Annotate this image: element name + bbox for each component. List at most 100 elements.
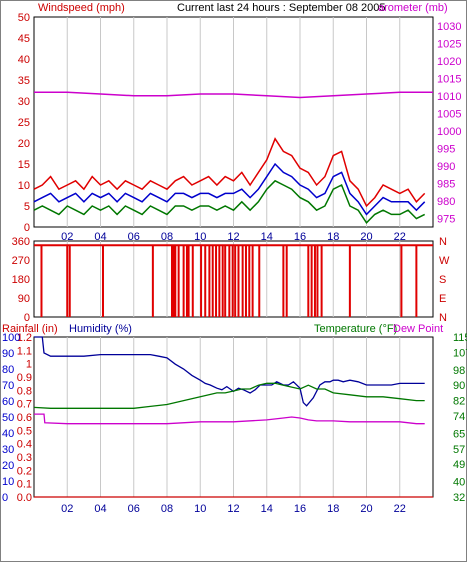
humidity-tick-label: 50 [2,412,14,424]
x-tick-label: 14 [261,231,273,243]
temp-tick-label: 57 [453,444,465,456]
x-tick-label: 14 [261,503,273,515]
y-tick-label: 15 [18,159,30,171]
rain-tick-label: 1.1 [17,345,32,357]
x-tick-label: 06 [128,231,140,243]
series-low [33,179,426,224]
rain-tick-label: 0.1 [17,479,32,491]
y-tick-label: 30 [18,96,30,108]
x-tick-label: 08 [161,231,173,243]
rain-tick-label: 0.2 [17,465,32,477]
y2-tick-label: 975 [437,213,455,225]
rainfall-title: Rainfall (in) [2,323,58,335]
compass-label: S [439,274,446,286]
temp-tick-label: 107 [453,347,467,359]
y2-tick-label: 1025 [437,38,461,50]
temp-tick-label: 32 [453,492,465,504]
y-tick-label: 10 [18,180,30,192]
rain-tick-label: 0.7 [17,399,32,411]
y2-tick-label: 1000 [437,126,461,138]
humidity-tick-label: 40 [2,428,14,440]
temp-tick-label: 115 [453,332,467,344]
dewpoint-title: Dew Point [393,323,443,335]
x-tick-label: 16 [294,231,306,243]
y-tick-label: 90 [18,293,30,305]
rain-tick-label: 0.6 [17,412,32,424]
series-avg [33,162,426,216]
y2-tick-label: 995 [437,143,455,155]
temp-tick-label: 82 [453,396,465,408]
temperature-title: Temperature (°F) [314,323,397,335]
y2-tick-label: 985 [437,178,455,190]
temp-tick-label: 49 [453,459,465,471]
y-tick-label: 180 [12,274,30,286]
rain-tick-label: 0.0 [17,492,32,504]
humidity-tick-label: 70 [2,380,14,392]
barometer-title: arometer (mb) [378,2,448,14]
rain-humidity-temp-panel: 02 04 06 08 10 12 14 16 18 20 220.00.10.20.30.40.5… [2,332,467,515]
temp-tick-label: 40 [453,477,465,489]
y2-tick-label: 1015 [437,73,461,85]
y2-tick-label: 990 [437,161,455,173]
humidity-tick-label: 0 [2,492,8,504]
y-tick-label: 0 [24,312,30,324]
chart-title: Current last 24 hours : September 08 200… [177,2,386,14]
x-tick-label: 22 [394,503,406,515]
series-dewpoint [34,413,425,425]
compass-label: W [439,255,450,267]
humidity-tick-label: 20 [2,460,14,472]
x-tick-label: 04 [94,231,106,243]
temp-tick-label: 65 [453,428,465,440]
x-tick-label: 18 [327,231,339,243]
y2-tick-label: 1030 [437,21,461,33]
x-tick-label: 12 [227,231,239,243]
y-tick-label: 0 [24,222,30,234]
humidity-tick-label: 10 [2,476,14,488]
series-gust [33,137,426,208]
y-tick-label: 35 [18,75,30,87]
y2-tick-label: 1010 [437,91,461,103]
wind-direction-panel: 0 N 90 E 180 S 270 W 360 N [12,236,450,324]
x-tick-label: 10 [194,231,206,243]
x-tick-label: 16 [294,503,306,515]
y-tick-label: 45 [18,33,30,45]
x-tick-label: 18 [327,503,339,515]
humidity-tick-label: 30 [2,444,14,456]
temp-tick-label: 90 [453,380,465,392]
humidity-tick-label: 100 [2,332,20,344]
x-tick-label: 06 [128,503,140,515]
x-tick-label: 08 [161,503,173,515]
y-tick-label: 20 [18,138,30,150]
humidity-tick-label: 80 [2,364,14,376]
y2-tick-label: 1005 [437,108,461,120]
x-tick-label: 02 [61,231,73,243]
rain-tick-label: 0.3 [17,452,32,464]
y-tick-label: 5 [24,201,30,213]
temp-tick-label: 74 [453,411,465,423]
humidity-title: Humidity (%) [69,323,132,335]
compass-label: N [439,236,447,248]
humidity-tick-label: 60 [2,396,14,408]
wind-barometer-panel: 02 04 06 08 10 12 14 16 18 20 22051015202530354045… [18,12,462,243]
y2-tick-label: 980 [437,196,455,208]
x-tick-label: 02 [61,503,73,515]
rain-tick-label: 0.5 [17,425,32,437]
rain-tick-label: 1.2 [17,332,32,344]
x-tick-label: 22 [394,231,406,243]
y-tick-label: 50 [18,12,30,24]
windspeed-title: Windspeed (mph) [38,2,125,14]
series-baro [34,91,433,99]
series-temperature [33,382,425,409]
rain-tick-label: 0.4 [17,439,32,451]
humidity-tick-label: 90 [2,348,14,360]
y2-tick-label: 1020 [437,56,461,68]
rain-tick-label: 0.9 [17,372,32,384]
y-tick-label: 270 [12,255,30,267]
compass-label: E [439,293,446,305]
x-tick-label: 10 [194,503,206,515]
x-tick-label: 20 [360,231,372,243]
x-tick-label: 04 [94,503,106,515]
rain-tick-label: 0.8 [17,385,32,397]
